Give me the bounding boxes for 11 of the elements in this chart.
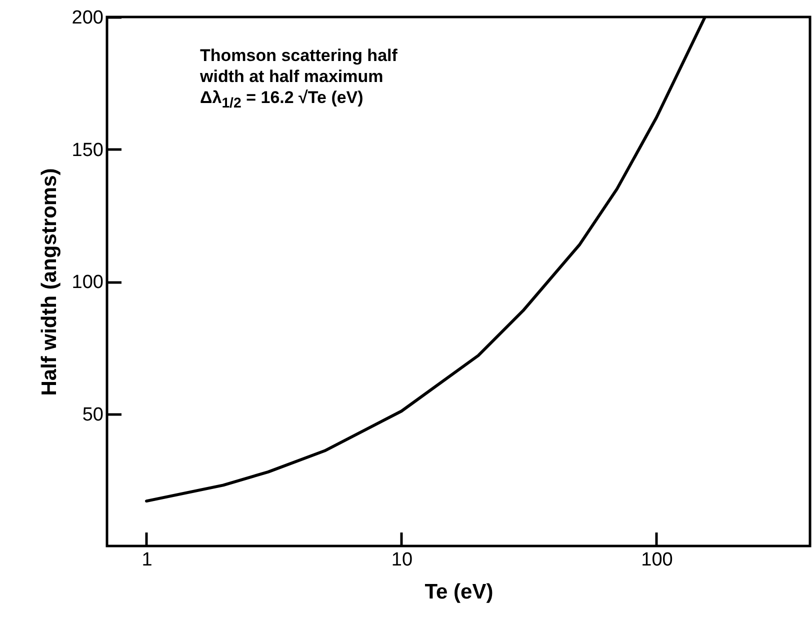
y-tick-label: 100 bbox=[72, 272, 104, 293]
y-tick-label: 150 bbox=[72, 140, 104, 161]
annotation: Δλ$_{1/2}$ = 16.2 √Te (eV) bbox=[200, 87, 364, 114]
y-axis-title: Half width (angstroms) bbox=[38, 168, 61, 396]
y-tick-label: 50 bbox=[82, 404, 104, 426]
x-tick-label: 1 bbox=[142, 550, 152, 570]
x-tick-label: 10 bbox=[391, 550, 413, 570]
x-tick-label: 100 bbox=[641, 550, 673, 570]
annotation: Thomson scattering half width at half maximum bbox=[200, 45, 398, 87]
y-tick-label: 200 bbox=[72, 8, 104, 28]
x-axis-title: Te (eV) bbox=[424, 580, 494, 604]
